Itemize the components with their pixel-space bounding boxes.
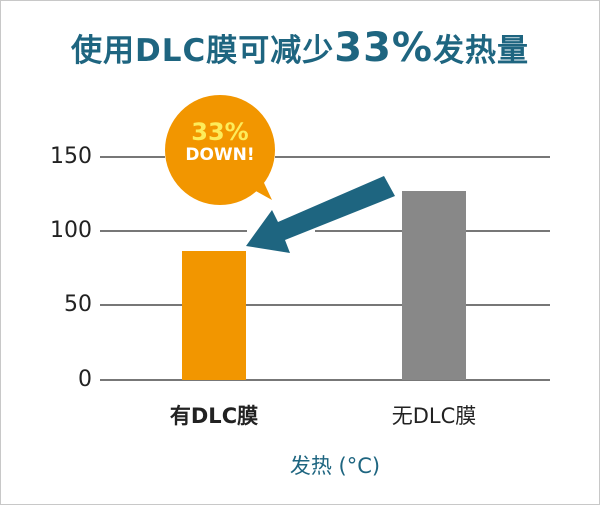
chart-title: 使用DLC膜可减少33%发热量 [0,26,600,73]
callout-percent: 33% [191,118,249,146]
callout-label: DOWN! [185,145,255,165]
title-highlight: 33% [334,25,433,71]
y-tick-150: 150 [50,144,92,169]
x-label-with-dlc: 有DLC膜 [169,404,259,428]
x-axis-title: 发热 (°C) [289,454,381,478]
bar-without-dlc [402,191,466,380]
bar-with-dlc [182,251,246,380]
callout-text: 33% DOWN! [165,120,275,164]
y-tick-100: 100 [50,218,92,243]
title-suffix: 发热量 [433,33,529,69]
y-tick-50: 50 [64,292,92,317]
title-prefix: 使用DLC膜可减少 [71,33,335,69]
y-tick-0: 0 [78,367,92,392]
callout-bubble [165,95,275,205]
down-arrow-icon [246,176,395,253]
x-label-without-dlc: 无DLC膜 [391,404,477,428]
gridlines [100,156,550,381]
